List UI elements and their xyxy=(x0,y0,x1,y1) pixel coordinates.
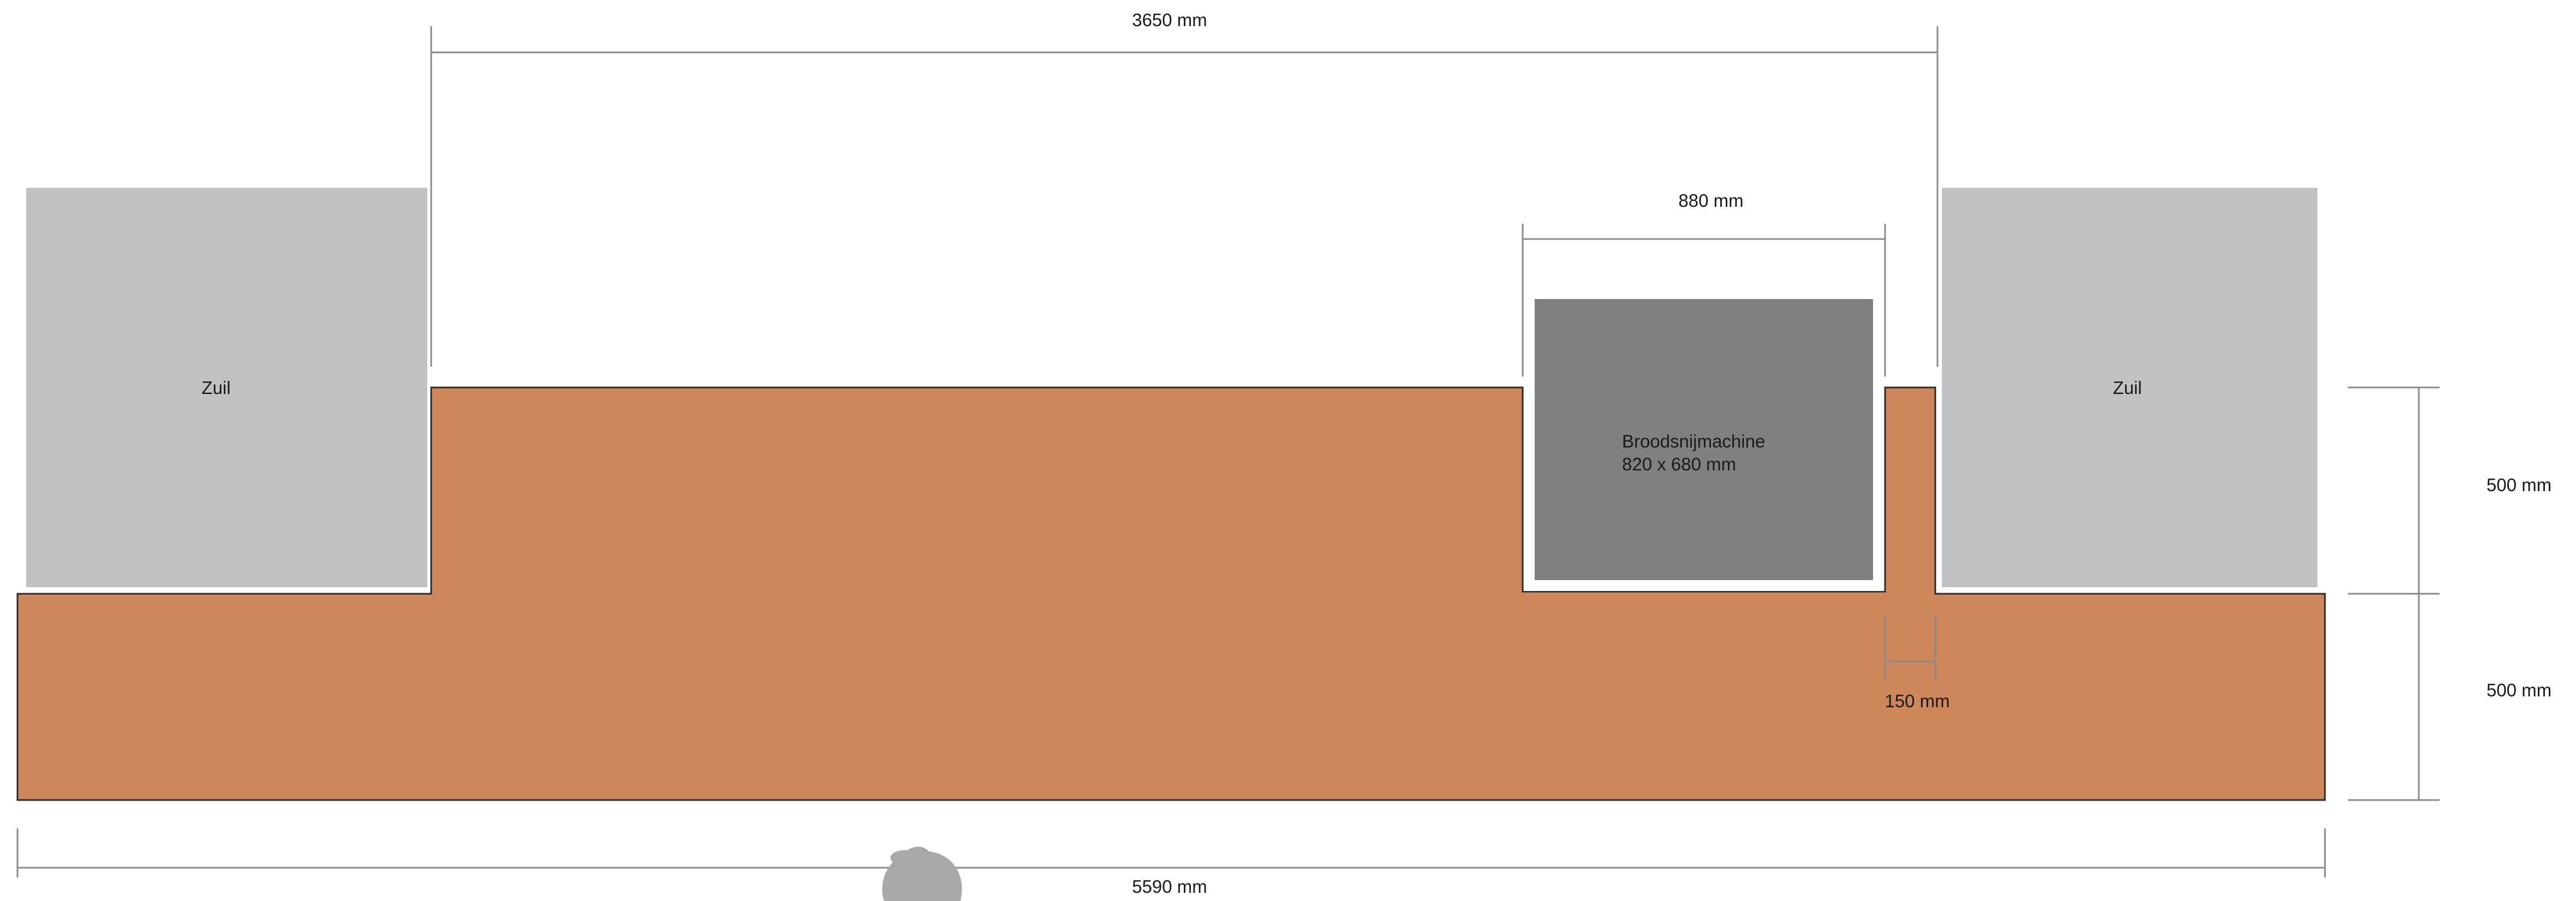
counter-outline xyxy=(16,386,2326,801)
gap-label: 150 mm xyxy=(1885,691,1949,711)
gray-blob xyxy=(882,846,962,901)
left-column xyxy=(26,188,427,587)
right-column xyxy=(1942,188,2317,587)
lower-depth-label: 500 mm xyxy=(2486,680,2551,700)
total-width-label: 5590 mm xyxy=(1132,876,1207,897)
upper-depth-label: 500 mm xyxy=(2486,475,2551,495)
right-column-label: Zuil xyxy=(2113,378,2142,398)
top-span-label: 3650 mm xyxy=(1132,10,1207,30)
left-column-label: Zuil xyxy=(201,378,230,398)
machine-width-label: 880 mm xyxy=(1678,190,1743,211)
machine-size-label: 820 x 680 mm xyxy=(1622,454,1736,474)
broodsnijmachine-box xyxy=(1535,299,1873,580)
machine-name-label: Broodsnijmachine xyxy=(1622,431,1765,451)
